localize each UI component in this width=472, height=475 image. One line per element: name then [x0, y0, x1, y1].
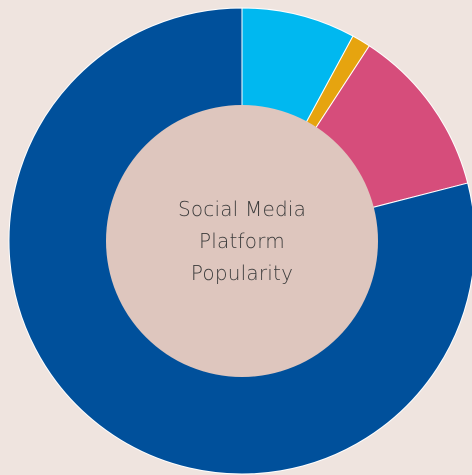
- donut-hole: [106, 105, 378, 377]
